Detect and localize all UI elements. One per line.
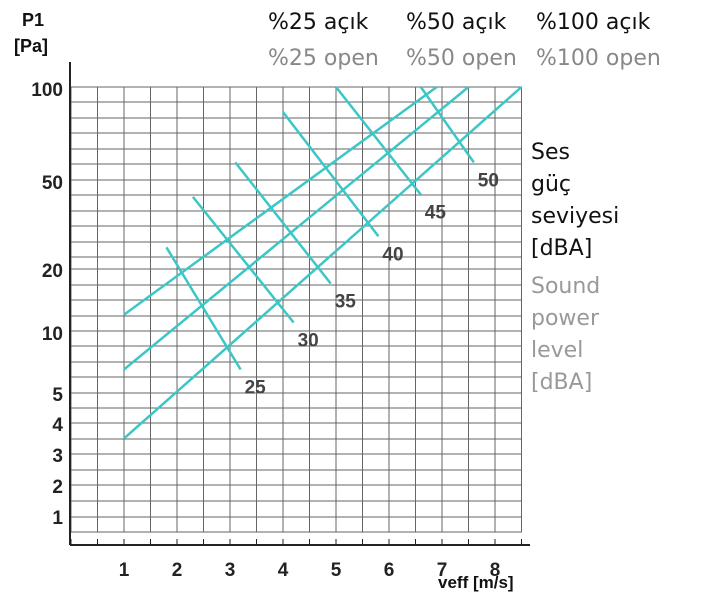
sound-level-labels: 25 30 35 40 45 50: [245, 170, 499, 398]
series-line: [123, 86, 523, 440]
sound-level-lines: [165, 86, 475, 371]
y-tick-label: 100: [31, 80, 63, 101]
x-tick-label: 1: [119, 560, 130, 581]
x-tick-label: 7: [437, 560, 448, 581]
y-axis-title-line1: P1: [22, 10, 44, 30]
x-tick-label: 3: [225, 560, 236, 581]
legend-en-50: %50 open: [406, 46, 517, 71]
series-lines: [123, 85, 523, 440]
y-tick-label: 20: [42, 261, 63, 282]
grid: [70, 86, 522, 533]
y-tick-label: 2: [52, 477, 63, 498]
sound-level-line: [335, 86, 422, 196]
sound-level-label: 40: [382, 244, 403, 265]
side-label-en-4: [dBA]: [531, 370, 592, 395]
side-label-en-3: level: [531, 338, 583, 363]
sound-level-label: 25: [245, 378, 267, 399]
series-line: [123, 85, 438, 316]
x-axis-title: veff [m/s]: [438, 573, 514, 592]
x-tick-label: 6: [384, 560, 395, 581]
y-tick-label: 1: [52, 508, 63, 529]
x-tick-label: 8: [490, 560, 501, 581]
x-tick-label: 2: [172, 560, 183, 581]
sound-level-line: [165, 246, 242, 371]
x-tick-labels: 1 2 3 4 5 6 7 8: [119, 560, 501, 581]
legend-en-100: %100 open: [536, 46, 661, 71]
side-label-tr-4: [dBA]: [531, 236, 592, 261]
sound-level-label: 30: [298, 331, 319, 352]
sound-level-line: [191, 196, 295, 324]
y-tick-labels: 100 50 20 10 5 4 3 2 1: [31, 80, 63, 529]
y-tick-label: 3: [52, 446, 63, 467]
axes: [69, 62, 530, 546]
legend-tr-100: %100 açık: [536, 10, 651, 35]
y-tick-label: 5: [52, 385, 63, 406]
side-label-en-1: Sound: [531, 274, 600, 299]
sound-level-line: [234, 161, 332, 285]
x-tick-label: 4: [278, 560, 289, 581]
side-label-tr-3: seviyesi: [531, 204, 619, 229]
legend-en-25: %25 open: [268, 46, 379, 71]
y-tick-label: 4: [52, 415, 63, 436]
y-tick-label: 50: [42, 173, 63, 194]
sound-level-line: [419, 86, 475, 164]
y-tick-label: 10: [42, 324, 63, 345]
side-label-en-2: power: [531, 306, 600, 331]
side-label-tr-1: Ses: [531, 140, 570, 165]
sound-level-label: 45: [425, 203, 447, 224]
legend-tr-50: %50 açık: [406, 10, 507, 35]
sound-level-label: 35: [335, 292, 357, 313]
sound-level-label: 50: [478, 170, 499, 191]
series-line: [123, 86, 470, 371]
sound-level-line: [282, 111, 380, 238]
legend-tr-25: %25 açık: [268, 10, 369, 35]
x-tick-label: 5: [331, 560, 342, 581]
side-label-tr-2: güç: [531, 172, 571, 197]
y-axis-title-line2: [Pa]: [14, 36, 48, 56]
